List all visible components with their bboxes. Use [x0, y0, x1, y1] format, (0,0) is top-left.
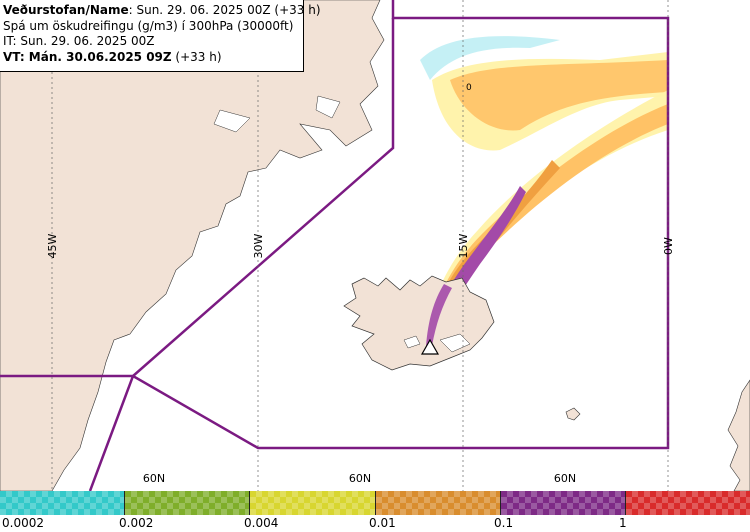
info-line-valid-time: VT: Mán. 30.06.2025 09Z (+33 h) — [3, 49, 222, 64]
legend-swatch — [625, 491, 750, 515]
parallel-label-60n: 60N — [143, 472, 165, 485]
forecast-info-box: Veðurstofan/Name: Sun. 29. 06. 2025 00Z … — [0, 0, 321, 72]
meridian-label-0w: 0W — [662, 237, 675, 255]
greenland-fjord — [213, 109, 251, 133]
legend-label: 0.1 — [494, 516, 514, 530]
parallel-label-60n: 60N — [349, 472, 371, 485]
greenland-fjord — [315, 95, 341, 119]
plume-marker-label: 0 — [466, 83, 472, 93]
concentration-legend: 0.0002 0.002 0.004 0.01 0.1 1 — [0, 491, 750, 532]
faroe-islands — [565, 407, 581, 421]
meridian-label-45w: 45W — [46, 233, 59, 258]
region-boundary — [0, 0, 670, 491]
legend-labels: 0.0002 0.002 0.004 0.01 0.1 1 — [0, 516, 750, 532]
legend-label: 0.004 — [244, 516, 279, 530]
legend-swatch — [0, 491, 126, 515]
glacier — [439, 333, 471, 353]
ash-plume-mid-north — [450, 60, 668, 131]
ash-plume-mid-main — [427, 104, 668, 340]
info-line-description: Spá um öskudreifingu (g/m3) í 300hPa (30… — [3, 18, 294, 33]
meridian-label-30w: 30W — [252, 233, 265, 258]
legend-swatch — [375, 491, 501, 515]
greenland-landmass — [0, 0, 385, 491]
legend-swatch — [125, 491, 251, 515]
parallel-label-60n: 60N — [554, 472, 576, 485]
ash-plume-source — [426, 284, 452, 346]
legend-label: 1 — [619, 516, 627, 530]
ash-dispersion-map: 0 45W 30W 15W 0W 60N 60N 60N — [0, 0, 750, 491]
legend-swatch — [500, 491, 626, 515]
glacier — [403, 335, 421, 349]
legend-label: 0.0002 — [2, 516, 44, 530]
ash-plume-cyan-edge — [420, 36, 560, 80]
legend-color-bar — [0, 491, 750, 515]
meridian-label-15w: 15W — [457, 233, 470, 258]
ash-plume-orange-main — [428, 160, 560, 338]
legend-swatch — [250, 491, 376, 515]
graticule — [51, 0, 669, 491]
norway-coast — [727, 379, 750, 491]
volcano-marker-icon — [420, 338, 440, 355]
legend-label: 0.002 — [119, 516, 154, 530]
info-line-name: Veðurstofan/Name: Sun. 29. 06. 2025 00Z … — [3, 3, 321, 17]
legend-label: 0.01 — [369, 516, 396, 530]
info-line-issue-time: IT: Sun. 29. 06. 2025 00Z — [3, 34, 155, 48]
